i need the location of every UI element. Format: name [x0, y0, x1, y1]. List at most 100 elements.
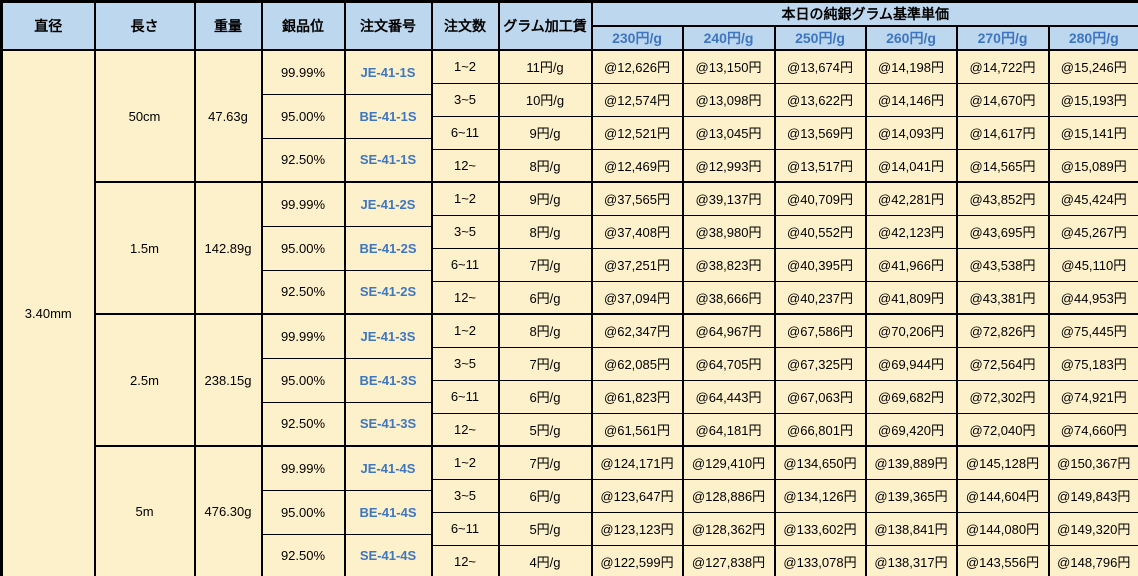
qty-cell: 12~ [430, 412, 500, 447]
price-col-header-240: 240円/g [681, 25, 776, 51]
price-cell: @41,809円 [864, 280, 958, 315]
table-row: 1.5m 142.89g 99.99% JE-41-2S 1~2 9円/g @37,565円… [2, 181, 1138, 315]
purity-cell: 95.00% [260, 225, 346, 271]
fee-cell: 7円/g [497, 247, 593, 282]
header-row-2: 230円/g 240円/g 250円/g 260円/g 270円/g 280円/… [2, 25, 1138, 51]
length-cell: 5m [93, 445, 196, 576]
price-cell: @138,841円 [864, 511, 958, 546]
table-row: 2.5m 238.15g 99.99% JE-41-3S 1~2 8円/g @62,347円… [2, 313, 1138, 447]
price-cell: @40,709円 [773, 181, 867, 216]
price-cell: @75,445円 [1047, 313, 1138, 348]
price-col-header-250: 250円/g [773, 25, 867, 51]
col-header-weight: 重量 [193, 0, 263, 51]
col-header-order-qty: 注文数 [430, 0, 500, 51]
length-cell: 50cm [93, 49, 196, 183]
price-cell: @39,137円 [681, 181, 776, 216]
qty-cell: 1~2 [430, 445, 500, 480]
order-code-cell: BE-41-2S [343, 225, 433, 271]
price-cell: @144,604円 [955, 478, 1050, 513]
price-cell: @38,666円 [681, 280, 776, 315]
price-cell: @45,424円 [1047, 181, 1138, 216]
price-cell: @69,944円 [864, 346, 958, 381]
purity-cell: 95.00% [260, 93, 346, 139]
table-row: 5m 476.30g 99.99% JE-41-4S 1~2 7円/g @124,171円 @… [2, 445, 1138, 576]
fee-cell: 6円/g [497, 280, 593, 315]
length-cell: 2.5m [93, 313, 196, 447]
price-cell: @75,183円 [1047, 346, 1138, 381]
price-cell: @14,093円 [864, 115, 958, 150]
weight-cell: 238.15g [193, 313, 263, 447]
price-cell: @40,552円 [773, 214, 867, 249]
col-header-order-number: 注文番号 [343, 0, 433, 51]
price-cell: @143,556円 [955, 544, 1050, 576]
fee-cell: 7円/g [497, 445, 593, 480]
price-cell: @74,660円 [1047, 412, 1138, 447]
price-cell: @40,395円 [773, 247, 867, 282]
order-code-cell: JE-41-4S [343, 445, 433, 491]
price-cell: @45,267円 [1047, 214, 1138, 249]
weight-cell: 47.63g [193, 49, 263, 183]
price-cell: @67,063円 [773, 379, 867, 414]
price-cell: @45,110円 [1047, 247, 1138, 282]
price-cell: @37,565円 [590, 181, 684, 216]
price-cell: @13,045円 [681, 115, 776, 150]
price-cell: @43,538円 [955, 247, 1050, 282]
purity-cell: 99.99% [260, 313, 346, 359]
order-code-cell: JE-41-2S [343, 181, 433, 227]
table-row: 3~5 6円/g @123,647円 @128,886円 @134,126円 @139,3… [2, 478, 1138, 513]
price-cell: @127,838円 [681, 544, 776, 576]
price-cell: @37,094円 [590, 280, 684, 315]
price-cell: @13,517円 [773, 148, 867, 183]
purity-cell: 99.99% [260, 49, 346, 95]
price-cell: @74,921円 [1047, 379, 1138, 414]
length-cell: 1.5m [93, 181, 196, 315]
order-code-cell: JE-41-3S [343, 313, 433, 359]
table-row: 95.00% BE-41-3S [2, 357, 1138, 403]
price-cell: @134,650円 [773, 445, 867, 480]
fee-cell: 10円/g [497, 82, 593, 117]
order-code-cell: JE-41-1S [343, 49, 433, 95]
price-cell: @38,980円 [681, 214, 776, 249]
fee-cell: 11円/g [497, 49, 593, 84]
fee-cell: 9円/g [497, 181, 593, 216]
qty-cell: 1~2 [430, 49, 500, 84]
price-cell: @13,150円 [681, 49, 776, 84]
price-col-header-270: 270円/g [955, 25, 1050, 51]
price-cell: @42,123円 [864, 214, 958, 249]
price-cell: @14,670円 [955, 82, 1050, 117]
price-cell: @148,796円 [1047, 544, 1138, 576]
fee-cell: 5円/g [497, 511, 593, 546]
table-row: 3~5 7円/g @62,085円 @64,705円 @67,325円 @69,944円 @… [2, 346, 1138, 381]
qty-cell: 12~ [430, 280, 500, 315]
table-row: 95.00% BE-41-4S [2, 489, 1138, 535]
price-cell: @139,365円 [864, 478, 958, 513]
price-cell: @15,141円 [1047, 115, 1138, 150]
price-cell: @133,078円 [773, 544, 867, 576]
purity-cell: 92.50% [260, 533, 346, 576]
table-row: 95.00% BE-41-1S [2, 93, 1138, 139]
table-row: 6~11 6円/g @61,823円 @64,443円 @67,063円 @69,682円… [2, 379, 1138, 414]
table-row: 12~ 8円/g @12,469円 @12,993円 @13,517円 @14,041円 @… [2, 148, 1138, 183]
table-row: 6~11 7円/g @37,251円 @38,823円 @40,395円 @41,966円… [2, 247, 1138, 282]
price-cell: @123,647円 [590, 478, 684, 513]
price-cell: @72,826円 [955, 313, 1050, 348]
price-cell: @15,246円 [1047, 49, 1138, 84]
qty-cell: 6~11 [430, 115, 500, 150]
price-cell: @139,889円 [864, 445, 958, 480]
price-cell: @42,281円 [864, 181, 958, 216]
price-cell: @69,682円 [864, 379, 958, 414]
weight-cell: 142.89g [193, 181, 263, 315]
order-code-cell: SE-41-1S [343, 137, 433, 183]
price-cell: @129,410円 [681, 445, 776, 480]
price-col-header-230: 230円/g [590, 25, 684, 51]
col-header-purity: 銀品位 [260, 0, 346, 51]
order-code-cell: BE-41-4S [343, 489, 433, 535]
price-cell: @61,561円 [590, 412, 684, 447]
purity-cell: 92.50% [260, 401, 346, 447]
col-header-gram-fee: グラム加工賃 [497, 0, 593, 51]
price-cell: @64,181円 [681, 412, 776, 447]
table-row: 92.50% SE-41-3S [2, 401, 1138, 447]
price-cell: @14,198円 [864, 49, 958, 84]
price-cell: @13,098円 [681, 82, 776, 117]
